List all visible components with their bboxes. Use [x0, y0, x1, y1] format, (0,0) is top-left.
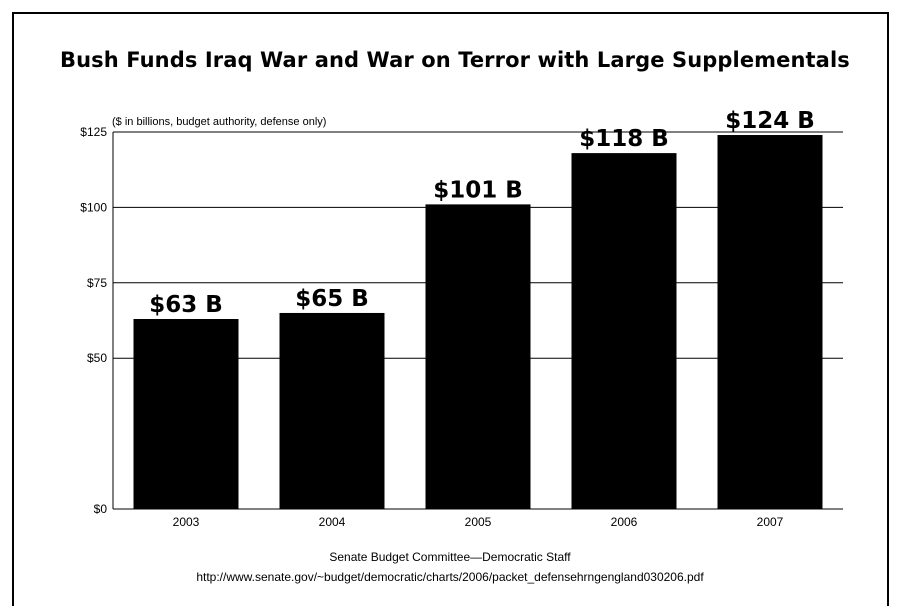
bar	[133, 318, 239, 509]
data-label: $101 B	[433, 177, 523, 203]
x-tick-label: 2007	[757, 515, 784, 529]
data-label: $65 B	[295, 286, 369, 312]
y-tick-label: $0	[94, 502, 108, 516]
y-tick-label: $75	[87, 276, 107, 290]
y-tick-label: $100	[80, 200, 107, 214]
x-tick-label: 2005	[465, 515, 492, 529]
bar	[571, 153, 677, 509]
data-label: $63 B	[149, 292, 223, 318]
chart-subtitle: ($ in billions, budget authority, defens…	[112, 116, 327, 128]
bar	[717, 135, 823, 510]
chart-title: Bush Funds Iraq War and War on Terror wi…	[60, 48, 850, 72]
data-label: $118 B	[579, 126, 669, 152]
y-tick-label: $125	[80, 125, 107, 139]
data-label: $124 B	[725, 108, 815, 134]
source-url: http://www.senate.gov/~budget/democratic…	[196, 570, 704, 584]
bar	[279, 312, 385, 509]
y-tick-label: $50	[87, 351, 107, 365]
source-credit: Senate Budget Committee—Democratic Staff	[329, 550, 571, 564]
x-tick-label: 2004	[319, 515, 346, 529]
x-tick-label: 2006	[611, 515, 638, 529]
bar	[425, 204, 531, 509]
x-tick-label: 2003	[173, 515, 200, 529]
